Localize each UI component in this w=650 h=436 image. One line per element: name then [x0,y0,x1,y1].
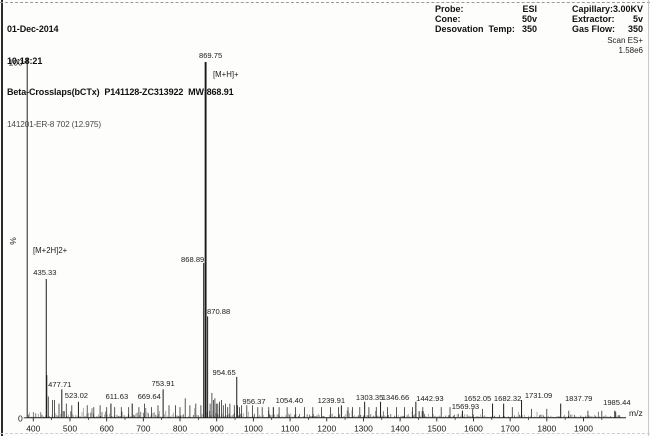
param-value: 350 [521,24,537,34]
peak-label: 869.75 [199,51,222,60]
peak-label: 1985.44 [603,398,630,407]
param-label: Gas Flow: [572,24,616,34]
instrument-params-left: Probe: ESI Cone: 50v Desovation Temp: 35… [435,4,537,34]
scan-mode-block: Scan ES+ 1.58e6 [543,36,643,55]
sample-description: Beta-Crosslaps(bCTx) P141128-ZC313922 MW… [7,87,234,97]
peak-label: 868.89 [181,255,204,264]
baseline-noise [27,408,622,418]
x-tick-label: 1100 [281,424,300,434]
param-row-cone: Cone: 50v [435,14,537,24]
peak-label: 954.65 [213,368,236,377]
peak-label: 1652.05 [464,394,491,403]
peak-label: 1442.93 [416,394,443,403]
x-tick-label: 700 [136,424,150,434]
peak-label: 669.64 [138,392,161,401]
param-label: Cone: [435,14,461,24]
peak-label: 477.71 [48,380,71,389]
param-row-gas-flow: Gas Flow: 350 [572,24,643,34]
x-tick-label: 1300 [354,424,373,434]
baseline-noise [29,407,618,418]
x-tick-label: 1400 [391,424,410,434]
x-axis-title: m/z [629,408,643,418]
peak-label: 1239.91 [318,396,345,405]
param-value: ESI [522,4,537,14]
param-row-capillary: Capillary: 3.00KV [572,4,643,14]
x-tick-label: 900 [210,424,224,434]
x-tick-label: 1700 [501,424,520,434]
param-value: 50v [521,14,537,24]
acquisition-time: 10:18:21 [7,55,43,66]
x-tick-label: 1500 [427,424,446,434]
tic-intensity: 1.58e6 [618,45,643,55]
param-label: Capillary: [572,4,614,14]
param-row-desolvation-temp: Desovation Temp: 350 [435,24,537,34]
peak-label: 956.37 [242,397,265,406]
acquisition-date: 01-Dec-2014 [7,24,59,34]
x-tick-label: 800 [173,424,187,434]
scan-mode: Scan ES+ [607,36,643,45]
param-row-probe: Probe: ESI [435,4,537,14]
peak-label: 1346.66 [382,393,409,402]
x-tick-label: 1000 [244,424,263,434]
y-axis-title: % [8,237,18,245]
scan-border-left [1,0,3,436]
x-tick-label: 1800 [537,424,556,434]
x-tick-label: 400 [26,424,40,434]
instrument-params-right: Capillary: 3.00KV Extractor: 5v Gas Flow… [572,4,643,34]
peak-label: 523.02 [65,391,88,400]
header-sample-block: 01-Dec-2014 10:18:21 Beta-Crosslaps(bCTx… [7,3,234,150]
x-tick-label: 1900 [574,424,593,434]
param-value: 5v [632,14,643,24]
x-tick-label: 1600 [464,424,483,434]
param-row-extractor: Extractor: 5v [572,14,643,24]
peak-label: 611.63 [106,392,129,401]
param-value: 350 [627,24,643,34]
scan-border-top [0,2,650,3]
param-label: Desovation Temp: [435,24,515,34]
x-tick-label: 600 [100,424,114,434]
peak-annotation: [M+H]+ [213,70,239,79]
y-axis-label-100: 100 [9,58,23,68]
peak-label: 1054.40 [276,396,303,405]
peak-label: 753.91 [151,379,174,388]
x-tick-label: 1200 [317,424,336,434]
param-label: Extractor: [572,14,615,24]
scan-border-bottom [0,433,650,434]
minor-peaks [46,375,603,418]
peak-label: 1303.35 [356,393,383,402]
peak-label: 1682.32 [494,394,521,403]
peak-label: 435.33 [33,268,56,277]
run-info: 141201-ER-8 702 (12.975) [7,118,101,129]
peak-annotation: [M+2H]2+ [33,246,68,255]
y-axis-label-0: 0 [18,414,23,424]
peak-label: 1731.09 [525,391,552,400]
scan-border-right [648,0,649,436]
peak-label: 1569.93 [452,402,479,411]
peak-label: 870.88 [207,307,230,316]
x-tick-label: 500 [63,424,77,434]
param-label: Probe: [435,4,464,14]
peak-label: 1837.79 [565,394,592,403]
param-value: 3.00KV [613,4,644,14]
